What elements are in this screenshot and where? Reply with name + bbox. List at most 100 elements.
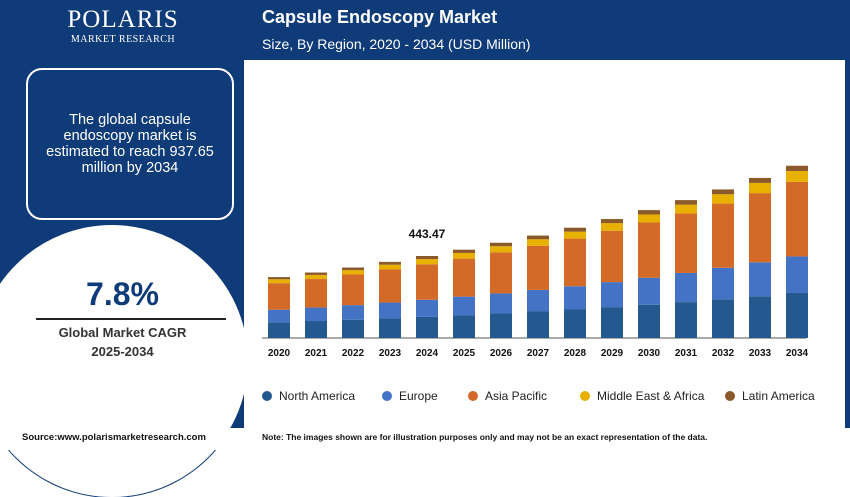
bar-segment-latin-america-2021	[305, 272, 327, 275]
chart-title: Capsule Endoscopy Market	[262, 7, 498, 27]
bar-segment-europe-2023	[379, 302, 401, 319]
bar-segment-middle-east-africa-2028	[564, 231, 586, 239]
bar-segment-latin-america-2023	[379, 261, 401, 265]
x-tick-label-2027: 2027	[527, 348, 550, 359]
bar-segment-north-america-2029	[601, 307, 623, 338]
bar-segment-middle-east-africa-2032	[712, 194, 734, 204]
bar-segment-north-america-2023	[379, 318, 401, 338]
bar-segment-north-america-2021	[305, 321, 327, 338]
x-tick-label-2029: 2029	[601, 348, 624, 359]
cagr-label-period: 2025-2034	[91, 344, 154, 359]
bar-segment-asia-pacific-2026	[490, 252, 512, 294]
legend-swatch	[725, 391, 735, 401]
bar-segment-europe-2024	[416, 299, 438, 317]
legend-label: North America	[279, 389, 356, 403]
chart-legend: North America Europe Asia Pacific Middle Ea…	[262, 389, 842, 405]
bar-segment-asia-pacific-2020	[268, 283, 290, 310]
x-tick-label-2020: 2020	[268, 348, 291, 359]
bar-segment-europe-2034	[786, 256, 808, 293]
x-tick-label-2028: 2028	[564, 348, 587, 359]
bar-segment-europe-2033	[749, 262, 771, 297]
bar-segment-latin-america-2030	[638, 210, 660, 215]
bar-segment-asia-pacific-2025	[453, 258, 475, 297]
bar-segment-middle-east-africa-2020	[268, 279, 290, 284]
bar-segment-asia-pacific-2024	[416, 264, 438, 300]
bar-segment-asia-pacific-2032	[712, 203, 734, 268]
bar-segment-middle-east-africa-2025	[453, 252, 475, 259]
bar-segment-latin-america-2034	[786, 165, 808, 171]
legend-label: Asia Pacific	[485, 389, 548, 403]
bar-segment-north-america-2033	[749, 296, 771, 338]
bar-segment-asia-pacific-2023	[379, 269, 401, 303]
legend-item-asia-pacific: Asia Pacific	[468, 389, 547, 403]
data-label-2024: 443.47	[409, 227, 446, 241]
x-tick-label-2024: 2024	[416, 348, 439, 359]
bar-segment-north-america-2034	[786, 292, 808, 338]
bar-segment-europe-2020	[268, 309, 290, 323]
bar-segment-north-america-2025	[453, 315, 475, 338]
bar-segment-middle-east-africa-2024	[416, 259, 438, 265]
bar-segment-asia-pacific-2029	[601, 230, 623, 283]
x-tick-label-2021: 2021	[305, 348, 328, 359]
bar-segment-north-america-2024	[416, 316, 438, 338]
bar-segment-asia-pacific-2031	[675, 213, 697, 273]
bar-segment-latin-america-2024	[416, 256, 438, 260]
legend-label: Europe	[399, 389, 438, 403]
bar-segment-north-america-2026	[490, 313, 512, 338]
bar-segment-north-america-2028	[564, 309, 586, 338]
source-text: Source:www.polarismarketresearch.com	[22, 432, 206, 443]
x-tick-label-2031: 2031	[675, 348, 698, 359]
bar-segment-middle-east-africa-2026	[490, 246, 512, 253]
bar-segment-asia-pacific-2022	[342, 274, 364, 306]
x-tick-label-2032: 2032	[712, 348, 735, 359]
cagr-label-line1: Global Market CAGR	[58, 325, 187, 340]
x-tick-label-2030: 2030	[638, 348, 661, 359]
bar-segment-north-america-2022	[342, 319, 364, 338]
bar-segment-europe-2025	[453, 296, 475, 316]
bar-segment-europe-2028	[564, 286, 586, 310]
logo-name: POLARIS	[67, 6, 179, 33]
bar-segment-latin-america-2022	[342, 267, 364, 271]
bar-segment-middle-east-africa-2021	[305, 274, 327, 280]
bar-segment-europe-2030	[638, 277, 660, 305]
footer-bar	[0, 428, 850, 450]
bar-segment-latin-america-2028	[564, 227, 586, 232]
bar-segment-asia-pacific-2033	[749, 193, 771, 263]
cagr-value: 7.8%	[86, 276, 159, 312]
legend-item-europe: Europe	[382, 389, 438, 403]
legend-item-latin-america: Latin America	[725, 389, 815, 403]
x-tick-label-2025: 2025	[453, 348, 476, 359]
bar-segment-latin-america-2026	[490, 242, 512, 247]
bar-segment-asia-pacific-2034	[786, 181, 808, 257]
bar-segment-asia-pacific-2028	[564, 238, 586, 287]
market-summary-box: The global capsule endoscopy market is e…	[26, 68, 234, 220]
cagr-divider	[36, 318, 226, 320]
bar-segment-middle-east-africa-2029	[601, 223, 623, 231]
bar-segment-europe-2026	[490, 293, 512, 314]
legend-label: Middle East & Africa	[597, 389, 705, 403]
bar-segment-asia-pacific-2027	[527, 245, 549, 290]
bar-segment-latin-america-2032	[712, 189, 734, 195]
bar-segment-europe-2027	[527, 289, 549, 312]
bar-segment-middle-east-africa-2027	[527, 239, 549, 246]
bar-segment-north-america-2020	[268, 322, 290, 338]
market-summary-text: The global capsule endoscopy market is e…	[46, 112, 214, 176]
bar-segment-middle-east-africa-2031	[675, 204, 697, 214]
stacked-bar-chart: 2020 2021 2022 2023 2024 443.47 2025 2026 2027 20…	[262, 165, 809, 359]
x-tick-label-2022: 2022	[342, 348, 365, 359]
brand-logo: POLARIS MARKET RESEARCH	[48, 6, 198, 46]
legend-item-north-america: North America	[262, 389, 355, 403]
bar-segment-middle-east-africa-2034	[786, 170, 808, 182]
x-tick-label-2023: 2023	[379, 348, 402, 359]
bar-segment-middle-east-africa-2023	[379, 264, 401, 270]
bar-segment-europe-2031	[675, 272, 697, 303]
x-tick-label-2026: 2026	[490, 348, 513, 359]
legend-item-middle-east-africa: Middle East & Africa	[580, 389, 704, 403]
bar-segment-europe-2021	[305, 307, 327, 322]
bar-segment-europe-2032	[712, 267, 734, 300]
bar-segment-north-america-2032	[712, 299, 734, 338]
legend-swatch	[382, 391, 392, 401]
chart-subtitle: Size, By Region, 2020 - 2034 (USD Millio…	[262, 36, 531, 52]
bar-segment-latin-america-2029	[601, 219, 623, 224]
bar-segment-asia-pacific-2030	[638, 222, 660, 278]
